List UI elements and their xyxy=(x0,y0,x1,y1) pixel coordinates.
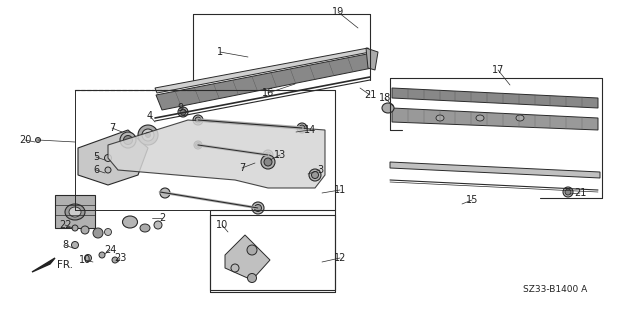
Polygon shape xyxy=(32,258,55,272)
Ellipse shape xyxy=(122,216,137,228)
Ellipse shape xyxy=(140,224,150,232)
Ellipse shape xyxy=(247,245,257,255)
Ellipse shape xyxy=(104,228,112,236)
Text: SZ33-B1400 A: SZ33-B1400 A xyxy=(523,285,587,294)
Ellipse shape xyxy=(516,115,524,121)
Ellipse shape xyxy=(120,132,136,148)
Text: 1: 1 xyxy=(217,47,223,57)
Ellipse shape xyxy=(84,254,91,261)
Ellipse shape xyxy=(309,169,321,181)
Ellipse shape xyxy=(93,228,103,238)
Ellipse shape xyxy=(69,207,81,217)
Ellipse shape xyxy=(297,123,307,133)
Text: 7: 7 xyxy=(239,163,245,173)
Text: 24: 24 xyxy=(104,245,116,255)
Polygon shape xyxy=(390,162,600,178)
Polygon shape xyxy=(366,48,378,70)
Ellipse shape xyxy=(312,172,319,179)
Text: 23: 23 xyxy=(114,253,126,263)
Text: 4: 4 xyxy=(147,111,153,121)
Polygon shape xyxy=(156,54,372,110)
Ellipse shape xyxy=(194,141,202,149)
Ellipse shape xyxy=(193,115,203,125)
Ellipse shape xyxy=(65,204,85,220)
Text: FR.: FR. xyxy=(57,260,73,270)
Ellipse shape xyxy=(160,188,170,198)
Polygon shape xyxy=(392,108,598,130)
Text: 20: 20 xyxy=(19,135,31,145)
Ellipse shape xyxy=(255,204,261,212)
Ellipse shape xyxy=(248,274,256,283)
Text: 18: 18 xyxy=(379,93,391,103)
Text: 15: 15 xyxy=(466,195,478,205)
Ellipse shape xyxy=(476,115,484,121)
Text: 8: 8 xyxy=(62,240,68,250)
Ellipse shape xyxy=(142,129,154,141)
Text: 7: 7 xyxy=(109,123,115,133)
Text: 5: 5 xyxy=(93,152,99,162)
Ellipse shape xyxy=(195,117,201,123)
Ellipse shape xyxy=(252,202,264,214)
Ellipse shape xyxy=(105,167,111,173)
Ellipse shape xyxy=(261,155,275,169)
Ellipse shape xyxy=(382,103,394,113)
Ellipse shape xyxy=(299,125,305,131)
Ellipse shape xyxy=(231,264,239,272)
Polygon shape xyxy=(78,130,148,185)
Ellipse shape xyxy=(154,221,162,229)
Text: 21: 21 xyxy=(364,90,376,100)
Text: 19: 19 xyxy=(332,7,344,17)
Text: 11: 11 xyxy=(334,185,346,195)
Ellipse shape xyxy=(99,252,105,258)
Text: 17: 17 xyxy=(492,65,504,75)
Ellipse shape xyxy=(196,142,201,148)
Text: 10: 10 xyxy=(79,255,91,265)
Ellipse shape xyxy=(145,132,150,138)
Text: 22: 22 xyxy=(59,220,71,230)
Text: 9: 9 xyxy=(177,103,183,113)
Polygon shape xyxy=(392,88,598,108)
Ellipse shape xyxy=(71,242,78,249)
Text: 2: 2 xyxy=(159,213,165,223)
Text: 10: 10 xyxy=(216,220,228,230)
Ellipse shape xyxy=(180,109,186,115)
Text: 6: 6 xyxy=(93,165,99,175)
Text: 14: 14 xyxy=(304,125,316,135)
Ellipse shape xyxy=(264,158,272,166)
Polygon shape xyxy=(155,48,370,93)
Ellipse shape xyxy=(138,125,158,145)
Polygon shape xyxy=(55,195,95,228)
Ellipse shape xyxy=(436,115,444,121)
Ellipse shape xyxy=(72,225,78,231)
Ellipse shape xyxy=(565,189,571,195)
Ellipse shape xyxy=(81,226,89,234)
Ellipse shape xyxy=(265,152,271,158)
Text: 16: 16 xyxy=(262,88,274,98)
Ellipse shape xyxy=(35,138,40,142)
Ellipse shape xyxy=(263,150,273,160)
Text: 13: 13 xyxy=(274,150,286,160)
Ellipse shape xyxy=(124,135,132,145)
Polygon shape xyxy=(108,120,325,188)
Ellipse shape xyxy=(563,187,573,197)
Ellipse shape xyxy=(112,257,118,263)
Ellipse shape xyxy=(104,155,112,162)
Text: 12: 12 xyxy=(334,253,346,263)
Text: 21: 21 xyxy=(574,188,586,198)
Ellipse shape xyxy=(178,107,188,117)
Text: 3: 3 xyxy=(317,165,323,175)
Polygon shape xyxy=(225,235,270,280)
